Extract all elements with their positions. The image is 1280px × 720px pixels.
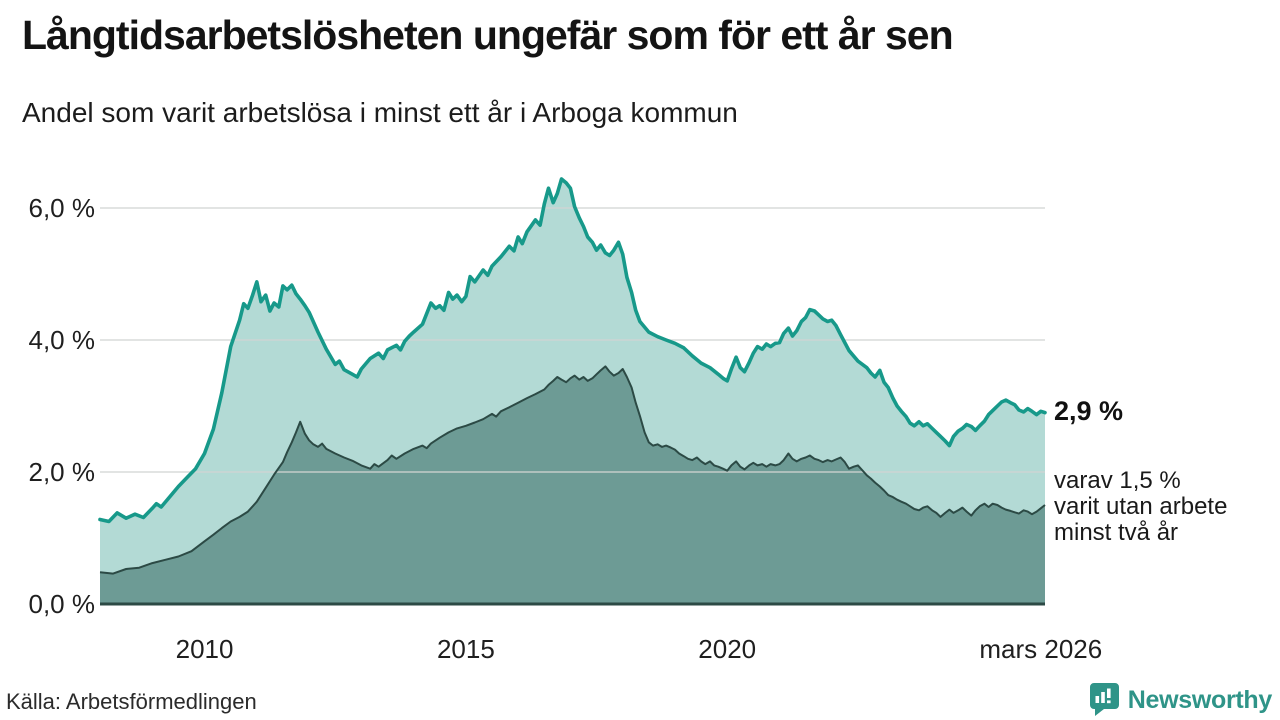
x-tick-label: 2015	[436, 634, 495, 664]
line-two-years	[99, 365, 1046, 575]
sub-annotation: varav 1,5 % varit utan arbete minst två …	[1054, 467, 1228, 546]
page-title: Långtidsarbetslösheten ungefär som för e…	[22, 12, 954, 58]
y-tick-label: 2,0 %	[28, 457, 96, 487]
x-tick-label: 2020	[698, 634, 757, 664]
y-tick-label: 0,0 %	[28, 589, 96, 619]
source-note: Källa: Arbetsförmedlingen	[6, 689, 257, 714]
x-tick-label: 2010	[175, 634, 234, 664]
newsworthy-bubble-icon	[1089, 683, 1119, 716]
y-tick-label: 6,0 %	[28, 193, 96, 223]
newsworthy-wordmark: Newsworthy	[1127, 685, 1273, 714]
area-two-years-fill	[100, 366, 1045, 604]
newsworthy-logo: Newsworthy	[1089, 682, 1272, 718]
line-total	[98, 177, 1047, 524]
x-tick-label: mars 2026	[979, 634, 1103, 664]
end-value-label: 2,9 %	[1054, 396, 1124, 426]
chart-subtitle: Andel som varit arbetslösa i minst ett å…	[22, 97, 738, 128]
y-tick-label: 4,0 %	[28, 325, 96, 355]
